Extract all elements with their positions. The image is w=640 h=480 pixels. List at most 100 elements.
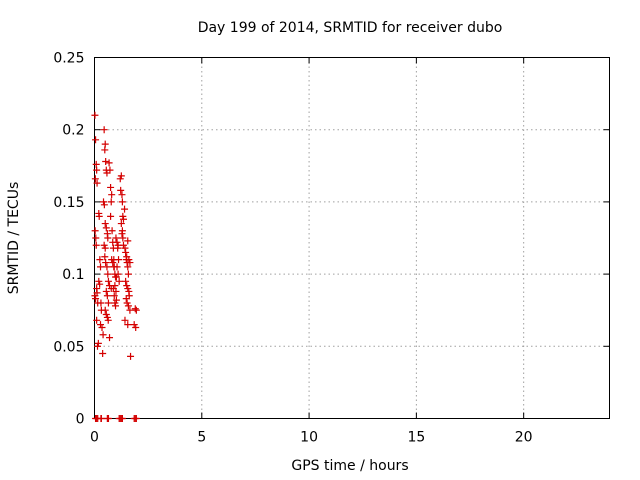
- data-point: [106, 166, 114, 174]
- data-point: [112, 273, 120, 281]
- data-point: [119, 234, 127, 242]
- x-tick-label: 0: [90, 430, 99, 446]
- data-point: [105, 159, 113, 167]
- data-point: [104, 277, 112, 285]
- data-point: [102, 259, 110, 267]
- data-point: [99, 331, 107, 339]
- data-point: [118, 415, 126, 422]
- data-point: [103, 292, 111, 300]
- x-tick-label: 20: [515, 430, 533, 446]
- data-point: [100, 126, 108, 134]
- data-point: [102, 224, 110, 232]
- data-point: [104, 270, 112, 278]
- data-point: [132, 324, 140, 332]
- data-point: [127, 352, 135, 360]
- data-point: [104, 415, 112, 422]
- data-point: [117, 172, 125, 180]
- data-point: [108, 227, 116, 235]
- data-point: [93, 166, 101, 174]
- y-axis-label: SRMTID / TECUs: [6, 182, 22, 295]
- data-point: [97, 299, 105, 307]
- data-point: [92, 241, 100, 249]
- data-point: [101, 244, 109, 252]
- data-point: [103, 263, 111, 271]
- x-tick-label: 15: [407, 430, 425, 446]
- plot-frame: [94, 57, 610, 419]
- data-point: [97, 263, 105, 271]
- x-axis-label: GPS time / hours: [291, 458, 408, 474]
- data-point: [118, 198, 126, 206]
- data-point: [91, 111, 99, 119]
- data-point: [122, 277, 130, 285]
- data-point: [92, 234, 100, 242]
- x-tick-label: 5: [197, 430, 206, 446]
- data-point: [109, 259, 117, 267]
- data-point: [118, 191, 126, 199]
- y-tick-label: 0.25: [53, 51, 84, 67]
- data-point: [122, 295, 130, 303]
- data-point: [107, 212, 115, 220]
- chart-title: Day 199 of 2014, SRMTID for receiver dub…: [198, 20, 503, 36]
- data-point: [93, 179, 101, 187]
- data-point: [113, 263, 121, 271]
- y-tick-label: 0.1: [62, 267, 84, 283]
- data-point: [124, 263, 132, 271]
- data-point: [121, 205, 129, 213]
- data-point: [124, 321, 132, 329]
- data-point: [102, 287, 110, 295]
- data-point: [108, 191, 116, 199]
- data-point: [118, 230, 126, 238]
- data-point: [121, 244, 129, 252]
- data-point: [112, 234, 120, 242]
- data-point: [126, 306, 134, 314]
- data-point: [131, 305, 139, 313]
- data-point: [101, 253, 109, 261]
- data-point: [126, 259, 134, 267]
- data-point: [95, 212, 103, 220]
- data-point: [92, 295, 100, 303]
- data-point: [92, 136, 100, 144]
- data-point: [132, 306, 140, 314]
- data-point: [115, 256, 123, 264]
- data-point: [121, 316, 129, 324]
- data-point: [107, 183, 115, 191]
- data-point: [91, 175, 99, 183]
- data-point: [96, 256, 104, 264]
- data-point: [104, 316, 112, 324]
- data-point: [91, 227, 99, 235]
- data-point: [99, 350, 107, 358]
- y-tick-label: 0.15: [53, 195, 84, 211]
- data-point: [101, 306, 109, 314]
- data-point: [101, 220, 109, 228]
- x-tick-labels: 0 5 10 15 20: [90, 430, 533, 446]
- data-point: [94, 339, 102, 347]
- data-point: [124, 237, 132, 245]
- y-tick-labels: 0 0.05 0.1 0.15 0.2 0.25: [53, 51, 84, 428]
- x-tick-label: 10: [300, 430, 318, 446]
- data-point: [110, 292, 118, 300]
- data-point: [102, 157, 110, 165]
- y-tick-label: 0.2: [62, 123, 84, 139]
- grid-lines: [94, 57, 610, 419]
- data-point: [117, 220, 125, 228]
- data-point: [98, 324, 106, 332]
- data-point: [115, 277, 123, 285]
- data-point: [104, 234, 112, 242]
- data-point: [93, 289, 101, 297]
- data-point: [124, 302, 132, 310]
- data-point: [106, 334, 114, 342]
- y-tick-label: 0: [76, 412, 85, 428]
- data-point: [117, 186, 125, 194]
- data-point: [93, 316, 101, 324]
- data-point: [109, 285, 117, 293]
- data-point: [112, 302, 120, 310]
- data-point: [104, 299, 112, 307]
- data-point: [107, 198, 115, 206]
- data-point: [97, 415, 105, 422]
- data-point: [101, 146, 109, 154]
- data-point: [132, 415, 140, 422]
- y-tick-label: 0.05: [53, 339, 84, 355]
- data-points: [91, 111, 140, 422]
- data-point: [119, 215, 127, 223]
